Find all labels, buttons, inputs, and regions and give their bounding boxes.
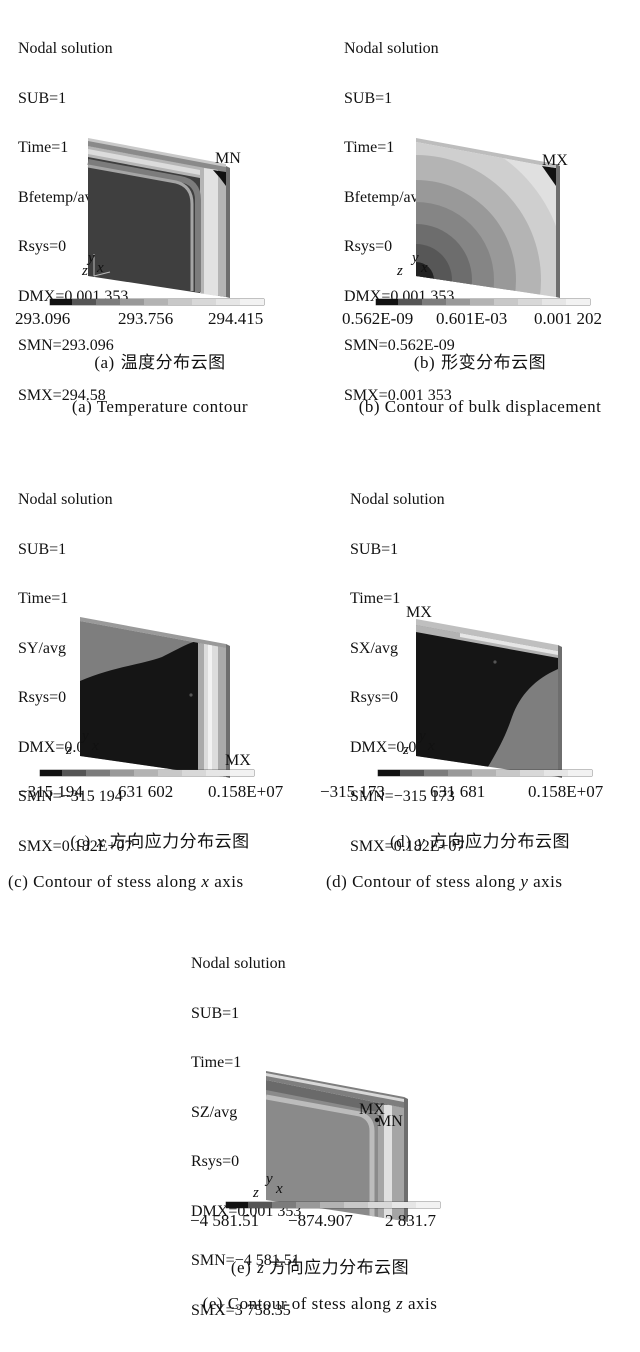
axis-label-y: y — [266, 1171, 273, 1187]
caption-en-d: (d) Contour of stess along y axis — [326, 872, 563, 891]
axis-label-z: z — [253, 1185, 259, 1201]
axis-label-x: x — [421, 260, 428, 276]
tick-label: −315 173 — [320, 782, 385, 801]
tick-label: 2 831.7 — [385, 1211, 436, 1230]
caption-en-c: (c) Contour of stess along x axis — [8, 872, 244, 891]
axis-label-z: z — [66, 742, 72, 758]
panel-a: Nodal solution SUB=1 Time=1 Bfetemp/avg … — [0, 0, 320, 403]
info-block-b: Nodal solution SUB=1 Time=1 Bfetemp/avg … — [344, 40, 455, 404]
panel-e: Nodal solution SUB=1 Time=1 SZ/avg Rsys=… — [0, 915, 640, 1325]
caption-en-a: (a) Temperature contour — [71, 397, 249, 416]
axis-label-x: x — [97, 260, 104, 276]
tick-label: 0.001 202 — [534, 309, 602, 328]
marker-mx-d: MX — [406, 604, 432, 621]
axis-label-y: y — [88, 250, 95, 266]
axis-label-y: y — [82, 728, 89, 744]
caption-zh-b: (b) 形变分布云图 — [413, 353, 547, 372]
axis-label-z: z — [397, 263, 403, 279]
tick-label: 0.158E+07 — [208, 782, 284, 801]
tick-label: 0.158E+07 — [528, 782, 604, 801]
tick-label: −4 581.51 — [190, 1211, 260, 1230]
contour-plot-e — [225, 1071, 441, 1222]
caption-en-b: (b) Contour of bulk displacement — [358, 397, 602, 416]
marker-mx-e: MX — [359, 1101, 385, 1118]
contour-plot-c — [39, 617, 255, 778]
tick-label: 293.096 — [15, 309, 71, 328]
axis-label-y: y — [412, 250, 419, 266]
axis-label-z: z — [403, 742, 409, 758]
tick-label: 293.756 — [118, 309, 174, 328]
caption-en-e: (e) Contour of stess along z axis — [202, 1294, 438, 1313]
axis-label-x: x — [428, 738, 435, 754]
caption-zh-d: (d) y 方向应力分布云图 — [389, 832, 571, 851]
axis-label-z: z — [82, 263, 88, 279]
info-block-c: Nodal solution SUB=1 Time=1 SY/avg Rsys=… — [18, 491, 133, 855]
marker-mn-e: MN — [377, 1113, 403, 1130]
panel-c: Nodal solution SUB=1 Time=1 SY/avg Rsys=… — [0, 455, 320, 855]
contour-plot-d — [377, 619, 593, 778]
marker-mn-a: MN — [215, 150, 241, 167]
tick-label: 294.415 — [208, 309, 264, 328]
info-block-a: Nodal solution SUB=1 Time=1 Bfetemp/avg … — [18, 40, 129, 404]
panel-b: Nodal solution SUB=1 Time=1 Bfetemp/avg … — [320, 0, 640, 403]
axis-label-x: x — [92, 738, 99, 754]
contour-plot-b — [375, 138, 591, 306]
tick-label: −315 194 — [18, 782, 83, 801]
info-block-e: Nodal solution SUB=1 Time=1 SZ/avg Rsys=… — [191, 955, 302, 1319]
tick-label: 631 681 — [430, 782, 486, 801]
info-block-d: Nodal solution SUB=1 Time=1 SX/avg Rsys=… — [350, 491, 465, 855]
tick-label: 0.562E-09 — [342, 309, 414, 328]
marker-mx-c: MX — [225, 752, 251, 769]
caption-zh-e: (e) z 方向应力分布云图 — [230, 1258, 410, 1277]
contour-plot-a — [49, 138, 265, 306]
caption-zh-c: (c) x 方向应力分布云图 — [70, 832, 250, 851]
axis-label-y: y — [419, 728, 426, 744]
axis-label-x: x — [276, 1181, 283, 1197]
tick-label: 0.601E-03 — [436, 309, 508, 328]
tick-label: −874.907 — [288, 1211, 353, 1230]
tick-label: 631 602 — [118, 782, 174, 801]
marker-mx-b: MX — [542, 152, 568, 169]
caption-zh-a: (a) 温度分布云图 — [94, 353, 226, 372]
panel-d: Nodal solution SUB=1 Time=1 SX/avg Rsys=… — [320, 455, 640, 855]
